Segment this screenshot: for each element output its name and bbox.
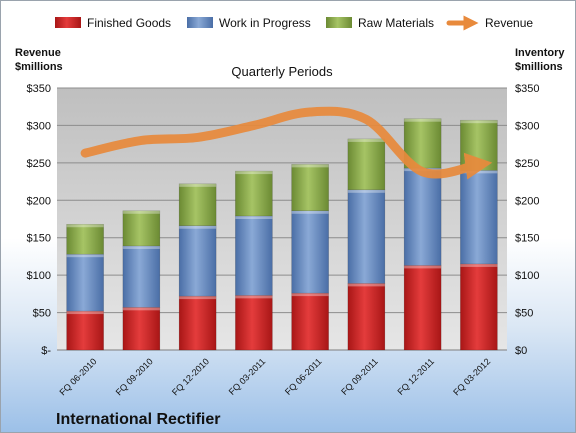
legend-item-raw-materials: Raw Materials [326,16,434,30]
legend-label-work-in-progress: Work in Progress [219,16,311,30]
right-tick-label: $300 [515,120,539,132]
right-axis-title-line2: $millions [515,61,563,73]
bar-raw-materials [347,138,386,191]
right-tick-label: $100 [515,270,539,282]
left-axis-ticks: $- $50 $100 $150 $200 $250 $300 $350 [27,83,52,357]
bar-work-in-progress [403,167,442,266]
x-tick-label: FQ 03-2011 [227,356,268,397]
bar-highlight-work-in-progress [291,210,329,214]
right-tick-label: $350 [515,83,539,95]
bar-highlight-raw-materials [122,210,160,214]
left-tick-label: $50 [33,308,51,320]
bar-highlight-finished-goods [179,296,217,300]
legend-swatch-finished-goods [55,17,81,28]
x-tick-label: FQ 12-2010 [170,356,211,397]
legend-item-finished-goods: Finished Goods [55,16,171,30]
legend-item-work-in-progress: Work in Progress [187,16,311,30]
revenue-layer [80,106,493,180]
legend: Finished Goods Work in Progress Raw Mate… [55,15,533,31]
revenue-line [80,106,493,180]
x-axis-ticks: FQ 06-2010 FQ 09-2010 FQ 12-2010 FQ 03-2011… [58,356,493,397]
left-tick-label: $300 [27,120,51,132]
bar-highlight-work-in-progress [235,216,273,220]
left-tick-label: $- [41,345,51,357]
bar-raw-materials [178,183,217,226]
bar-finished-goods [178,295,217,351]
bar-raw-materials [122,210,161,247]
bar-highlight-finished-goods [460,263,498,267]
bar-finished-goods [403,265,442,351]
bar-highlight-raw-materials [235,171,273,175]
bar-highlight-work-in-progress [179,225,217,229]
bar-finished-goods [347,283,386,351]
bar-highlight-finished-goods [66,311,104,315]
bar-finished-goods [460,263,498,351]
bar-highlight-finished-goods [347,283,385,287]
right-tick-label: $50 [515,308,533,320]
left-tick-label: $200 [27,195,51,207]
left-tick-label: $100 [27,270,51,282]
bar-finished-goods [235,295,273,351]
legend-label-raw-materials: Raw Materials [358,16,434,30]
bar-finished-goods [291,292,329,351]
bar-highlight-raw-materials [66,224,104,228]
x-tick-label: FQ 06-2010 [58,356,99,397]
bar-work-in-progress [122,245,161,308]
bar-raw-materials [66,223,104,255]
legend-swatch-work-in-progress [187,17,213,28]
chart-title: Quarterly Periods [231,64,333,79]
left-axis-title-line2: $millions [15,61,63,73]
bar-work-in-progress [460,170,498,265]
bar-highlight-raw-materials [179,183,217,187]
bar-highlight-finished-goods [404,265,442,269]
bar-finished-goods [66,310,104,351]
bar-highlight-work-in-progress [122,245,160,249]
x-tick-label: FQ 06-2011 [283,356,324,397]
bar-work-in-progress [347,189,386,284]
x-tick-label: FQ 03-2012 [451,356,492,397]
x-tick-label: FQ 09-2010 [114,356,155,397]
bar-highlight-finished-goods [122,307,160,311]
company-name: International Rectifier [56,411,220,428]
bar-work-in-progress [178,225,217,297]
legend-label-finished-goods: Finished Goods [87,16,171,30]
bar-highlight-raw-materials [460,120,498,124]
x-tick-label: FQ 12-2011 [395,356,436,397]
legend-item-revenue: Revenue [446,15,533,31]
right-tick-label: $150 [515,233,539,245]
bar-highlight-work-in-progress [66,254,104,258]
left-tick-label: $350 [27,83,51,95]
bar-work-in-progress [235,215,273,296]
left-tick-label: $250 [27,158,51,170]
right-tick-label: $0 [515,345,527,357]
legend-label-revenue: Revenue [485,16,533,30]
legend-swatch-raw-materials [326,17,352,28]
bar-raw-materials [235,170,273,217]
bar-highlight-work-in-progress [347,189,385,193]
bar-highlight-finished-goods [235,295,273,299]
left-tick-label: $150 [27,233,51,245]
bar-highlight-raw-materials [291,164,329,168]
bar-work-in-progress [66,253,104,312]
right-tick-label: $250 [515,158,539,170]
bar-highlight-finished-goods [291,293,329,297]
x-tick-label: FQ 09-2011 [339,356,380,397]
right-tick-label: $200 [515,195,539,207]
bar-highlight-raw-materials [347,138,385,142]
right-axis-title-line1: Inventory [515,47,565,59]
left-axis-title-line1: Revenue [15,47,61,59]
bar-highlight-raw-materials [404,118,442,122]
bar-work-in-progress [291,210,329,294]
right-axis-ticks: $0 $50 $100 $150 $200 $250 $300 $350 [515,83,539,357]
bar-finished-goods [122,307,161,351]
bar-raw-materials [291,164,329,212]
